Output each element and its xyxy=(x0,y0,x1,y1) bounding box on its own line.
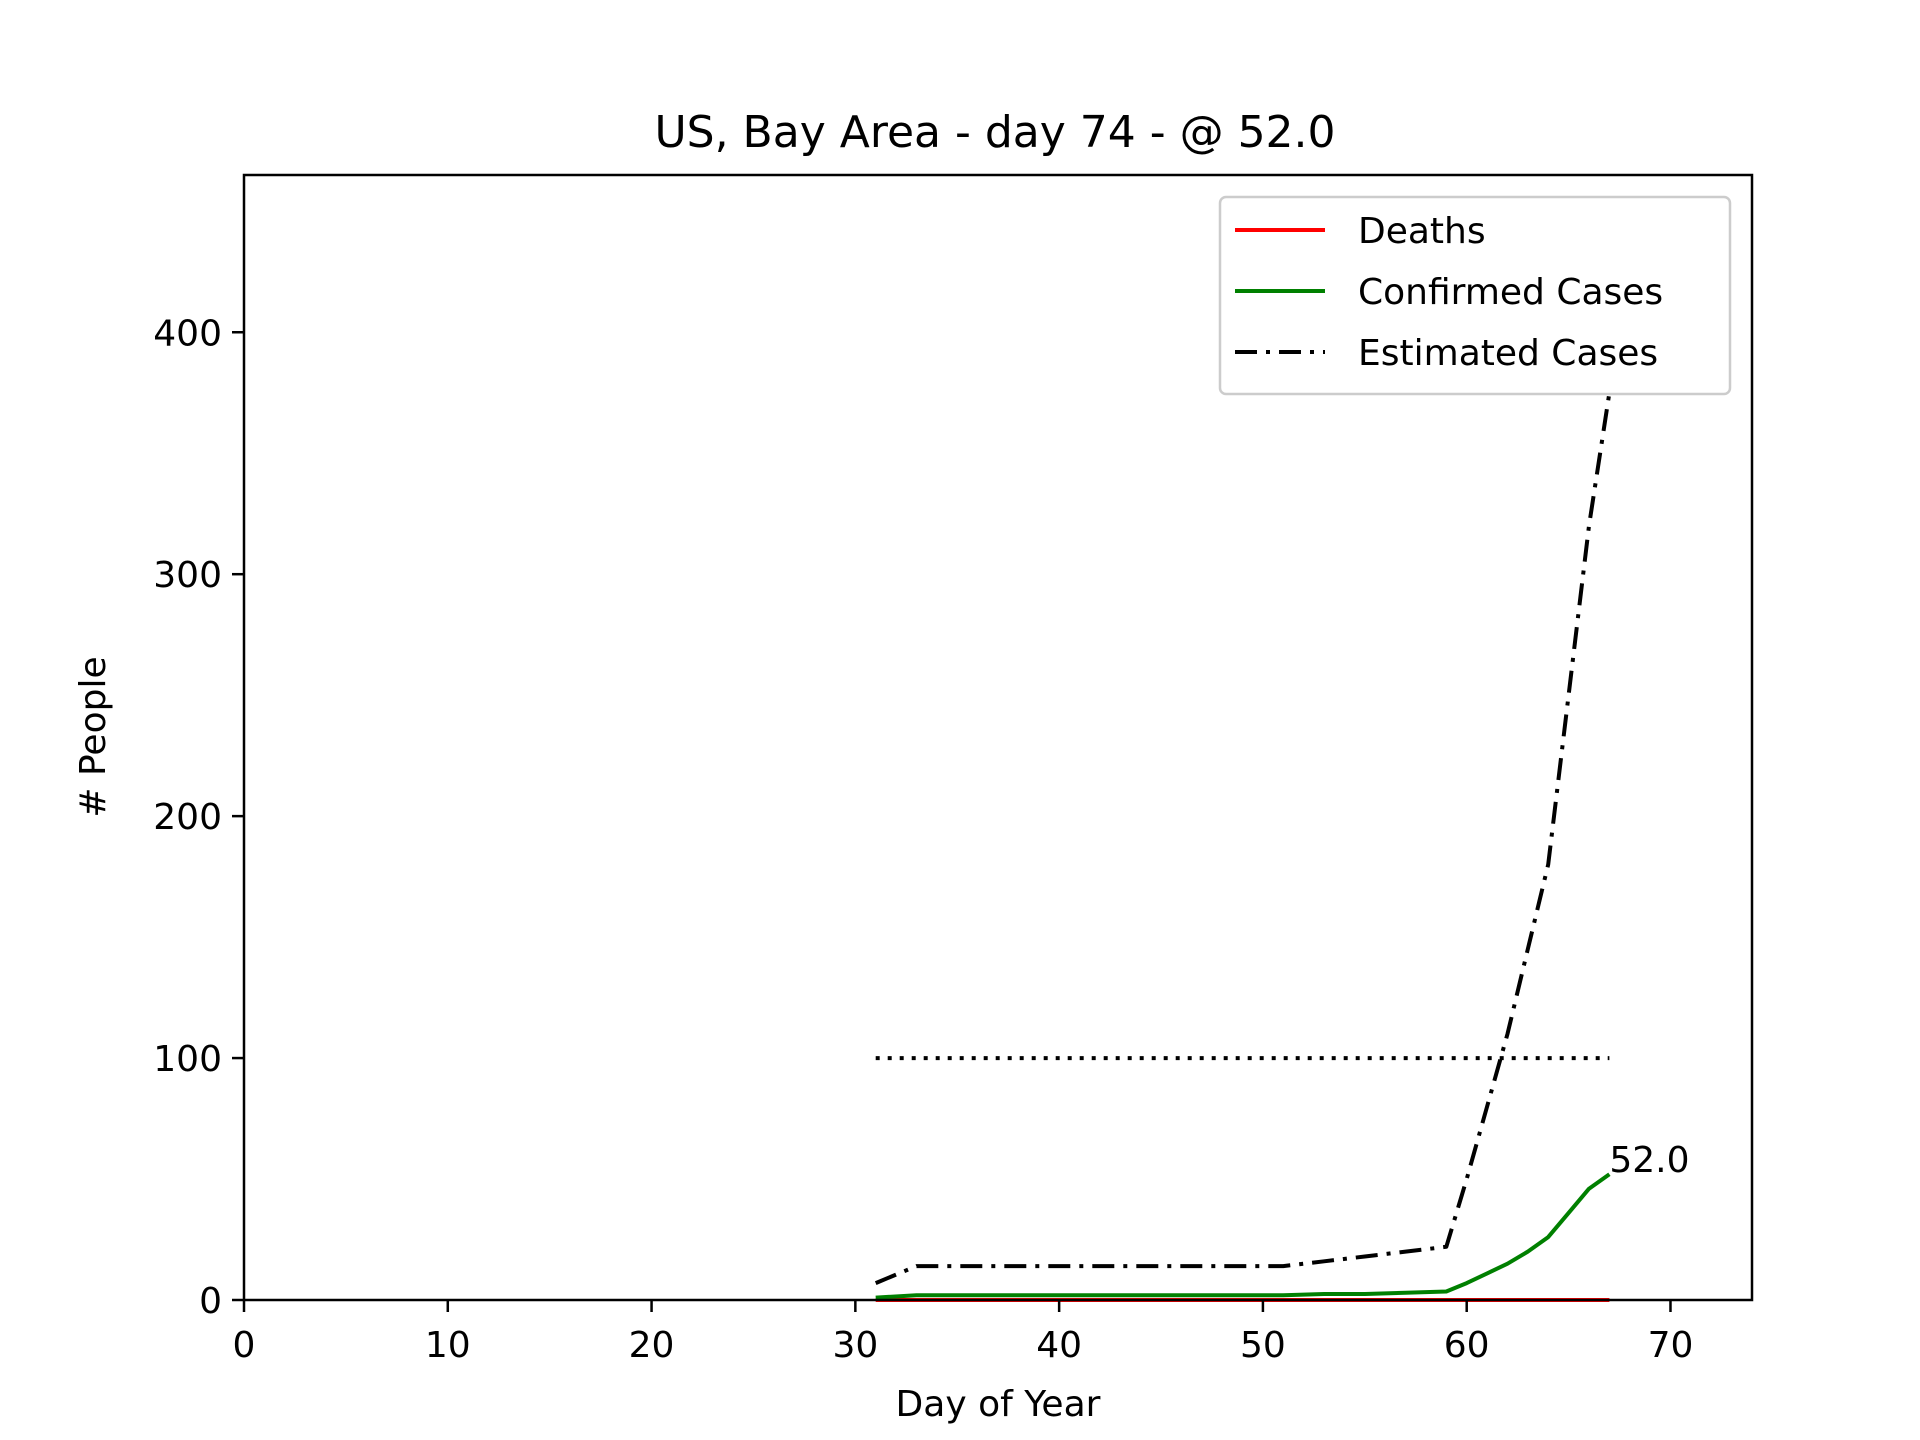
y-tick-label: 0 xyxy=(199,1281,222,1322)
legend: Deaths Confirmed Cases Estimated Cases xyxy=(1218,195,1732,396)
chart-title: US, Bay Area - day 74 - @ 52.0 xyxy=(654,107,1335,158)
legend-label: Confirmed Cases xyxy=(1358,272,1663,313)
x-tick-label: 20 xyxy=(629,1325,675,1366)
legend-label: Deaths xyxy=(1358,211,1486,252)
y-tick-label: 400 xyxy=(153,313,222,354)
annotations: 52.0 xyxy=(1609,1140,1689,1181)
y-axis-label: # People xyxy=(73,656,114,817)
series-line-estimated-cases xyxy=(874,392,1612,1285)
x-tick-label: 30 xyxy=(832,1325,878,1366)
x-tick-label: 50 xyxy=(1240,1325,1286,1366)
x-axis: 0 10 20 30 40 50 60 70 xyxy=(233,1300,1694,1366)
x-tick-label: 40 xyxy=(1036,1325,1082,1366)
x-tick-label: 70 xyxy=(1648,1325,1694,1366)
x-tick-label: 60 xyxy=(1444,1325,1490,1366)
y-tick-label: 300 xyxy=(153,555,222,596)
legend-box xyxy=(1218,195,1732,396)
y-tick-label: 200 xyxy=(153,797,222,838)
plot-frame xyxy=(242,173,1754,1302)
x-axis-label: Day of Year xyxy=(896,1384,1101,1425)
x-tick-label: 10 xyxy=(425,1325,471,1366)
y-axis: 0 100 200 300 400 xyxy=(153,313,244,1322)
plot-area xyxy=(874,392,1612,1302)
legend-label: Estimated Cases xyxy=(1358,333,1658,374)
series-line-confirmed-cases xyxy=(875,1172,1611,1300)
x-tick-label: 0 xyxy=(233,1325,256,1366)
data-label: 52.0 xyxy=(1609,1140,1689,1181)
y-tick-label: 100 xyxy=(153,1039,222,1080)
